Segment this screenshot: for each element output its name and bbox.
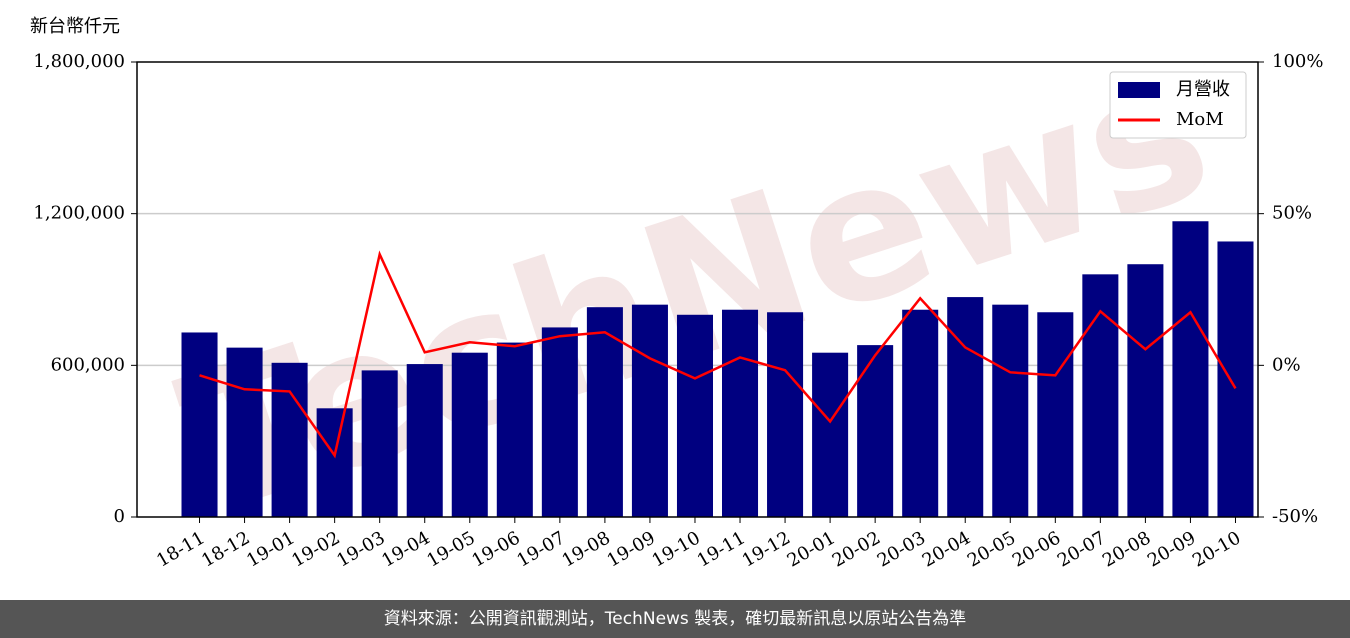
bar [541,327,578,517]
y2-tick-label: 50% [1272,203,1312,224]
y2-tick-label: -50% [1272,506,1318,527]
footer: 資料來源：公開資訊觀測站，TechNews 製表，確切最新訊息以原站公告為準 [384,609,966,629]
bar [857,345,894,517]
bar [361,370,398,517]
bar [676,314,713,517]
x-tick-label: 19-12 [739,527,794,571]
bar [992,304,1029,517]
bar [631,304,668,517]
bar [586,307,623,517]
x-tick-label: 19-08 [558,527,613,571]
y2-tick-label: 0% [1272,354,1301,375]
x-tick-label: 19-10 [649,527,704,571]
x-tick-label: 19-11 [694,527,749,571]
y-tick-label: 0 [114,506,125,527]
y2-tick-label: 100% [1272,51,1323,72]
bar [271,362,308,517]
bar [1217,241,1254,517]
footer-bar [0,600,1350,638]
line [199,250,1237,459]
legend-label: 月營收 [1176,79,1230,100]
x-tick-label: 20-06 [1009,527,1064,571]
x-tick-label: 19-03 [333,527,388,571]
x-tick-label: 20-07 [1054,527,1109,571]
y-tick-label: 1,200,000 [33,203,125,224]
x-tick-label: 20-04 [919,527,974,571]
y-tick-label: 600,000 [51,354,125,375]
bar [767,312,804,517]
x-tick-label: 19-04 [378,527,433,571]
bar [316,408,353,517]
legend-swatch [1118,82,1160,98]
bar [181,332,218,517]
y-tick-label: 1,800,000 [33,51,125,72]
bar [902,309,939,517]
bar [1037,312,1074,517]
x-tick-label: 19-07 [513,527,568,571]
x-tick-label: 18-11 [153,527,208,571]
bar [1127,264,1164,517]
x-tick-label: 19-06 [468,527,523,571]
x-tick-label: 19-09 [603,527,658,571]
x-tick-label: 20-08 [1099,527,1154,571]
plot-frame [136,61,1259,518]
x-tick-label: 20-09 [1144,527,1199,571]
x-tick-label: 19-05 [423,527,478,571]
x-tick-label: 19-02 [288,527,343,571]
bar [722,309,759,517]
bar [812,352,849,517]
bar [451,352,488,517]
bar [496,342,533,517]
x-tick-label: 20-02 [829,527,884,571]
bar [406,364,443,517]
x-tick-label: 20-01 [784,527,839,571]
bar [1082,274,1119,517]
x-tick-label: 20-10 [1189,527,1244,571]
legend-label: MoM [1176,109,1224,130]
x-tick-label: 20-05 [964,527,1019,571]
x-tick-label: 20-03 [874,527,929,571]
bar [1172,221,1209,517]
y-axis-label: 新台幣仟元 [30,16,120,37]
bar [226,347,263,517]
bar [947,297,984,517]
